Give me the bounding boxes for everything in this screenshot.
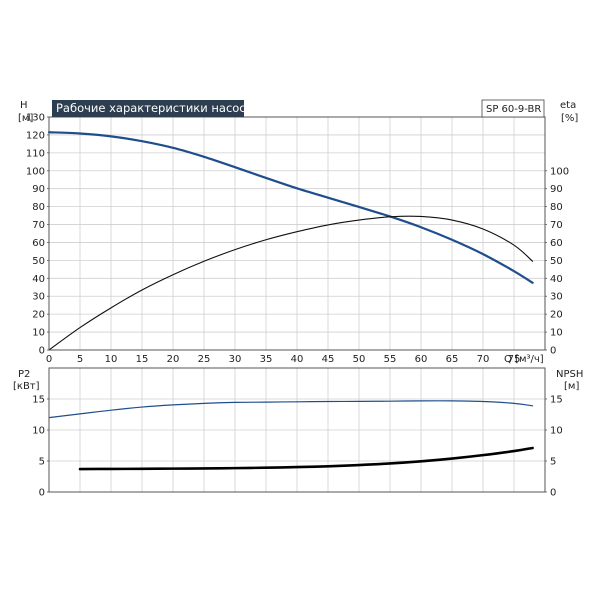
x-tick-label: 50 bbox=[353, 354, 366, 365]
x-tick-label: 0 bbox=[46, 354, 52, 365]
left-tick-label: 60 bbox=[32, 238, 45, 249]
right-tick-label: 30 bbox=[550, 292, 563, 303]
x-tick-label: 65 bbox=[446, 354, 459, 365]
left-tick-label: 100 bbox=[26, 166, 45, 177]
left-tick-label: 90 bbox=[32, 184, 45, 195]
top-left-axis-label-line2: [м] bbox=[18, 113, 33, 124]
grid bbox=[48, 116, 545, 493]
bottom-left-axis-label-line2: [кВт] bbox=[13, 381, 40, 392]
top-left-axis-label-line1: H bbox=[20, 100, 28, 111]
x-axis-label: Q [м³/ч] bbox=[504, 354, 544, 365]
left-tick-label: 50 bbox=[32, 256, 45, 267]
x-tick-label: 35 bbox=[260, 354, 273, 365]
x-tick-label: 25 bbox=[198, 354, 211, 365]
bottom-right-axis-label-line2: [м] bbox=[564, 381, 579, 392]
right-tick-label: 60 bbox=[550, 238, 563, 249]
series-p2-line bbox=[48, 400, 534, 419]
bottom-right-axis-label-line1: NPSH bbox=[556, 369, 583, 380]
x-tick-label: 75 bbox=[508, 354, 521, 365]
right-tick-label: 0 bbox=[550, 488, 556, 499]
left-tick-label: 5 bbox=[39, 457, 45, 468]
left-tick-label: 40 bbox=[32, 274, 45, 285]
top-right-axis-label-line2: [%] bbox=[561, 113, 578, 124]
right-tick-label: 40 bbox=[550, 274, 563, 285]
right-tick-label: 20 bbox=[550, 310, 563, 321]
tick-labels: 0102030405060708090100110120130010203040… bbox=[26, 113, 569, 499]
chart-title-box bbox=[52, 100, 244, 117]
model-label-box bbox=[481, 99, 545, 118]
left-tick-label: 110 bbox=[26, 148, 45, 159]
left-tick-label: 120 bbox=[26, 130, 45, 141]
right-tick-label: 50 bbox=[550, 256, 563, 267]
x-tick-label: 30 bbox=[229, 354, 242, 365]
right-tick-label: 80 bbox=[550, 202, 563, 213]
left-tick-label: 130 bbox=[26, 113, 45, 124]
left-tick-label: 0 bbox=[39, 488, 45, 499]
right-tick-label: 10 bbox=[550, 328, 563, 339]
x-tick-label: 70 bbox=[477, 354, 490, 365]
left-tick-label: 20 bbox=[32, 310, 45, 321]
bottom-left-axis-label-line1: P2 bbox=[18, 369, 30, 380]
x-tick-label: 45 bbox=[322, 354, 335, 365]
x-tick-label: 60 bbox=[415, 354, 428, 365]
left-tick-label: 15 bbox=[32, 395, 45, 406]
chart-title: Рабочие характеристики насоса bbox=[56, 101, 253, 115]
right-tick-label: 0 bbox=[550, 346, 556, 357]
plot-frame-0 bbox=[48, 116, 546, 351]
right-tick-label: 70 bbox=[550, 220, 563, 231]
right-tick-label: 5 bbox=[550, 457, 556, 468]
x-tick-label: 20 bbox=[167, 354, 180, 365]
series-head-line bbox=[47, 131, 534, 284]
left-tick-label: 0 bbox=[39, 346, 45, 357]
left-tick-label: 80 bbox=[32, 202, 45, 213]
left-tick-label: 30 bbox=[32, 292, 45, 303]
left-tick-label: 10 bbox=[32, 426, 45, 437]
series-group bbox=[47, 131, 534, 471]
x-tick-label: 55 bbox=[384, 354, 397, 365]
right-tick-label: 90 bbox=[550, 184, 563, 195]
x-tick-label: 10 bbox=[105, 354, 118, 365]
series-efficiency-line bbox=[48, 215, 534, 351]
right-tick-label: 15 bbox=[550, 395, 563, 406]
left-tick-label: 10 bbox=[32, 328, 45, 339]
series-npsh-line bbox=[78, 446, 534, 471]
model-label: SP 60-9-BR bbox=[486, 104, 541, 115]
left-tick-label: 70 bbox=[32, 220, 45, 231]
x-tick-label: 5 bbox=[77, 354, 83, 365]
top-right-axis-label-line1: eta bbox=[560, 100, 576, 111]
x-tick-label: 15 bbox=[136, 354, 149, 365]
right-tick-label: 10 bbox=[550, 426, 563, 437]
x-tick-label: 40 bbox=[291, 354, 304, 365]
right-tick-label: 100 bbox=[550, 166, 569, 177]
